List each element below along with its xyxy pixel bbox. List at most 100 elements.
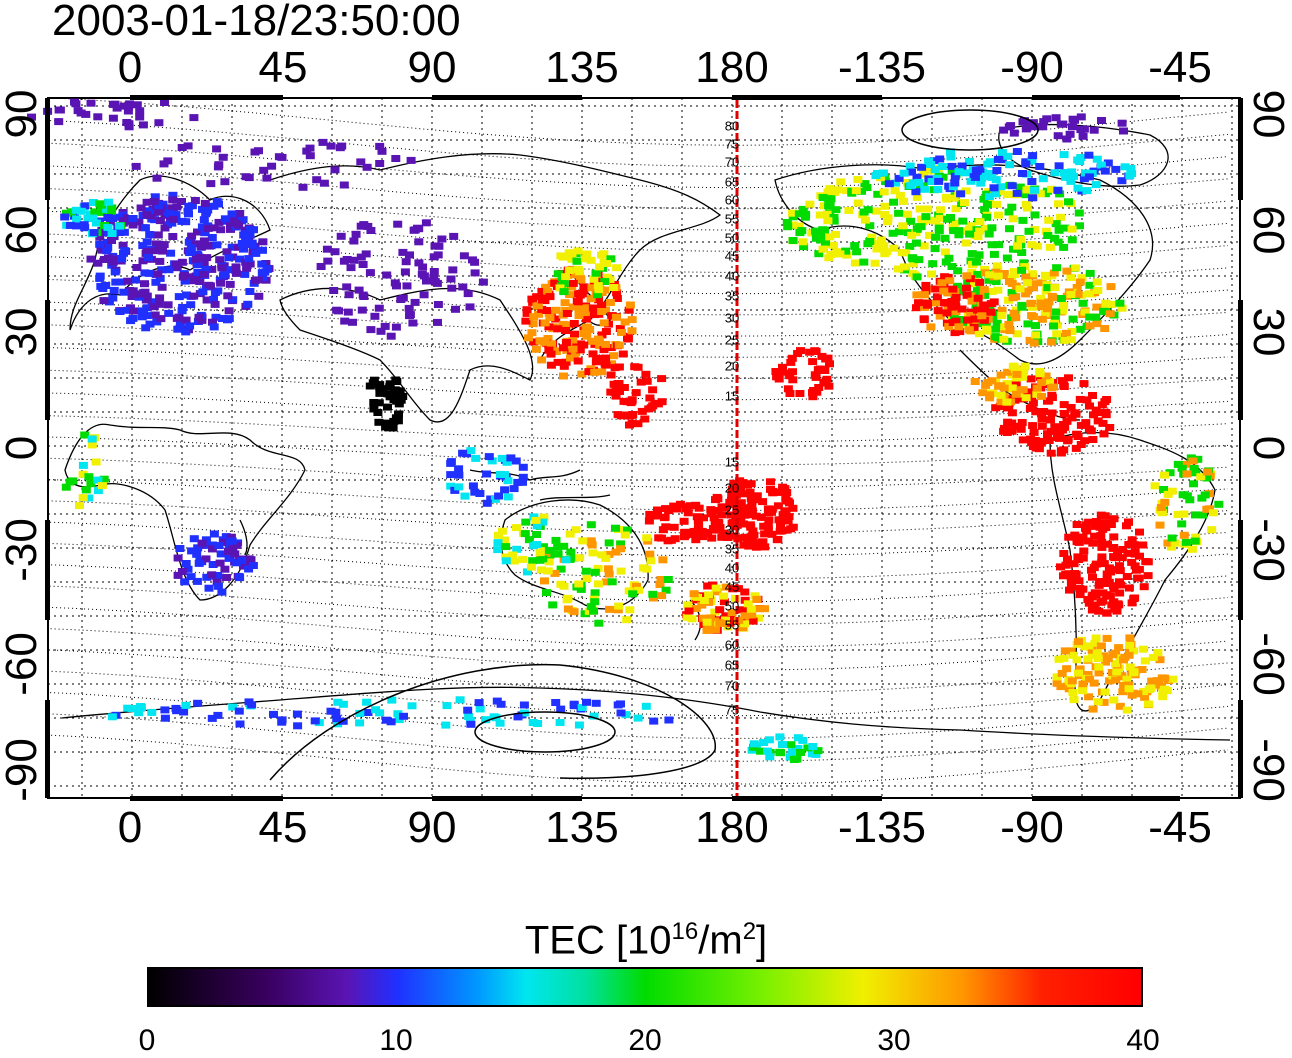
tec-cell — [211, 313, 221, 321]
tec-cell — [1078, 585, 1088, 593]
tec-cell — [103, 223, 113, 231]
tec-cell — [527, 295, 537, 303]
tec-cell — [930, 245, 940, 253]
tec-cell — [880, 202, 890, 210]
tec-cell — [138, 257, 148, 265]
tec-cell — [1072, 521, 1082, 528]
tec-cell — [1134, 565, 1144, 573]
tec-cell — [1182, 470, 1192, 478]
tec-cell — [1087, 646, 1097, 654]
tec-cell — [589, 607, 598, 615]
tec-cell — [232, 541, 242, 549]
tec-cell — [1075, 278, 1085, 286]
tec-cell — [746, 541, 756, 549]
tec-cell — [356, 158, 366, 166]
tec-cell — [91, 219, 101, 227]
tec-cell — [1090, 522, 1100, 530]
tec-cell — [587, 284, 597, 292]
tec-cell — [1061, 561, 1071, 569]
tec-cell — [1049, 383, 1058, 391]
tec-cell — [172, 264, 182, 272]
tec-cell — [612, 289, 622, 297]
tec-cell — [1028, 399, 1038, 407]
tec-cell — [177, 198, 186, 205]
tec-cell — [579, 341, 589, 349]
tec-cell — [778, 511, 788, 519]
tec-cell — [808, 393, 818, 401]
tec-cell — [613, 380, 623, 388]
tec-cell — [455, 696, 465, 704]
tec-cell — [726, 613, 736, 620]
tec-cell — [1029, 428, 1039, 436]
tec-cell — [912, 193, 922, 201]
tec-cell — [186, 573, 196, 581]
tec-cell — [653, 400, 663, 408]
tec-cell — [1084, 425, 1094, 433]
tec-cell — [712, 588, 722, 596]
tec-cell — [1200, 491, 1210, 499]
tec-cell — [1148, 654, 1158, 661]
tec-cell — [107, 230, 117, 237]
tec-cell — [1047, 185, 1056, 193]
tec-cell — [535, 556, 545, 564]
tec-cell — [1046, 416, 1055, 424]
tec-cell — [470, 269, 480, 277]
tec-cell — [207, 714, 217, 722]
tec-cell — [185, 249, 195, 257]
tec-cell — [140, 224, 150, 232]
tec-cell — [521, 518, 531, 526]
tec-cell — [745, 488, 755, 496]
tec-cell — [123, 107, 133, 115]
tec-cell — [641, 702, 651, 710]
tec-cell — [556, 252, 566, 260]
tec-cell — [611, 524, 620, 532]
x-tick-label: 180 — [695, 43, 769, 92]
tec-cell — [1020, 362, 1030, 370]
tec-cell — [207, 234, 217, 241]
tec-cell — [72, 222, 81, 230]
tec-cell — [1125, 172, 1135, 180]
tec-cell — [739, 490, 749, 498]
tec-cell — [343, 308, 353, 316]
tec-cell — [1102, 634, 1112, 642]
tec-cell — [1044, 298, 1054, 306]
tec-cell — [748, 617, 758, 625]
tec-cell — [237, 557, 247, 564]
tec-cell — [1108, 651, 1118, 659]
tec-cell — [567, 283, 577, 291]
tec-cell — [794, 222, 804, 230]
tec-cell — [605, 605, 615, 613]
tec-cell — [1059, 654, 1069, 662]
tec-cell — [1063, 437, 1073, 445]
tec-cell — [536, 337, 546, 345]
tec-cell — [1068, 315, 1078, 323]
tec-cell — [1011, 374, 1021, 382]
tec-cell — [1067, 123, 1077, 131]
tec-cell — [163, 301, 173, 309]
tec-cell — [433, 301, 443, 308]
tec-cell — [860, 180, 870, 188]
tec-cell — [1004, 296, 1013, 304]
tec-cell — [939, 287, 949, 295]
mlat-label: 15 — [724, 388, 740, 404]
tec-cell — [224, 254, 234, 262]
tec-cell — [93, 487, 103, 495]
tec-cell — [544, 323, 554, 331]
tec-cell — [96, 282, 106, 290]
tec-cell — [235, 210, 245, 217]
tec-cell — [824, 254, 834, 262]
tec-cell — [1066, 291, 1076, 298]
tec-cell — [1037, 422, 1047, 430]
tec-cell — [752, 595, 762, 603]
tec-cell — [1117, 304, 1127, 312]
tec-cell — [155, 217, 165, 225]
tec-cell — [750, 592, 760, 600]
tec-cell — [495, 719, 505, 727]
tec-cell — [1050, 284, 1060, 292]
tec-cell — [117, 255, 127, 263]
mlat-label: 50 — [724, 598, 740, 614]
colorbar-tick-label: 10 — [379, 1024, 413, 1057]
tec-cell — [820, 367, 830, 374]
tec-cell — [1043, 430, 1052, 438]
tec-cell — [581, 304, 591, 312]
